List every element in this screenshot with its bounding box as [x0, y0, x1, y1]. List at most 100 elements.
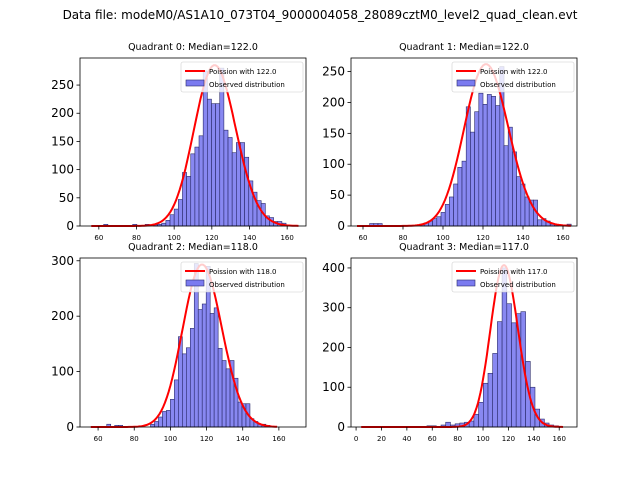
histogram-bar	[197, 309, 203, 428]
legend-label-poisson: Poission with 117.0	[480, 268, 548, 276]
x-tick-label: 140	[236, 435, 249, 443]
histogram-bar	[194, 146, 200, 227]
legend-patch-icon	[185, 79, 205, 87]
y-tick-label: 100	[51, 163, 74, 177]
histogram-bar	[170, 398, 175, 428]
x-tick-label: 100	[167, 234, 180, 242]
y-tick-label: 0	[337, 420, 345, 434]
histogram-bar	[478, 402, 484, 428]
histogram-bar	[453, 183, 459, 227]
histogram-bar	[537, 219, 543, 227]
legend: Poission with 122.0 Observed distribution	[180, 61, 304, 93]
histogram-bar	[524, 196, 530, 227]
histogram-bars	[103, 67, 287, 227]
legend: Poission with 117.0 Observed distribution	[451, 261, 575, 293]
x-tick-label: 60	[94, 234, 103, 242]
x-tick-label: 160	[556, 234, 569, 242]
x-tick-label: 120	[476, 234, 489, 242]
subplot-title: Quadrant 1: Median=122.0	[399, 42, 529, 53]
histogram-bar	[516, 176, 522, 227]
legend-label-poisson: Poission with 118.0	[209, 268, 277, 276]
histogram-bar	[165, 220, 171, 227]
axes-frame	[350, 257, 578, 428]
x-tick-label: 60	[428, 435, 437, 443]
x-tick-label: 140	[243, 234, 256, 242]
x-tick-label: 100	[164, 435, 177, 443]
legend-label-poisson: Poission with 122.0	[209, 68, 277, 76]
histogram-bar	[461, 160, 467, 227]
histogram-bar	[221, 360, 227, 428]
histogram-bar	[486, 94, 492, 227]
histogram-bar	[202, 70, 208, 227]
x-tick-label: 140	[527, 435, 540, 443]
histogram-bar	[237, 401, 243, 428]
histogram-bar	[178, 199, 183, 227]
histogram-bar	[198, 135, 204, 227]
legend-label-observed: Observed distribution	[209, 81, 285, 89]
histogram-bar	[482, 104, 488, 227]
histogram-bar	[473, 413, 479, 428]
legend-box	[451, 261, 575, 293]
y-tick-label: 200	[322, 95, 345, 109]
legend-box	[180, 61, 304, 93]
histogram-bar	[173, 208, 179, 227]
histogram-bar	[503, 145, 509, 227]
histogram-bar	[225, 368, 231, 428]
x-tick-label: 140	[516, 234, 529, 242]
y-tick-label: 50	[330, 188, 345, 202]
histogram-bar	[440, 212, 446, 227]
legend-label-observed: Observed distribution	[480, 281, 556, 289]
y-tick-label: 200	[322, 340, 345, 354]
y-tick-label: 200	[51, 309, 74, 323]
x-tick-label: 20	[377, 435, 386, 443]
histogram-bar	[166, 410, 171, 428]
axes-frame	[79, 57, 307, 227]
histogram-bar	[465, 106, 471, 227]
x-tick-label: 100	[476, 435, 489, 443]
histogram-bar	[174, 379, 179, 428]
y-tick-label: 300	[322, 301, 345, 315]
legend-label-observed: Observed distribution	[209, 281, 285, 289]
histogram-bar	[449, 196, 454, 227]
x-tick-label: 160	[272, 435, 285, 443]
y-tick-label: 250	[51, 78, 74, 92]
x-tick-label: 80	[130, 435, 139, 443]
legend-box	[451, 61, 575, 93]
histogram-bar	[495, 105, 501, 227]
histogram-bar	[436, 216, 442, 227]
histogram-bar	[474, 111, 480, 227]
histogram-bar	[217, 348, 223, 428]
histogram-bar	[487, 373, 493, 428]
histogram-bar	[207, 98, 212, 227]
subplot-title: Quadrant 0: Median=122.0	[128, 42, 258, 53]
x-tick-label: 160	[553, 435, 566, 443]
histogram-bar	[457, 167, 463, 227]
axes-frame	[79, 257, 307, 428]
x-tick-label: 160	[280, 234, 293, 242]
subplot-title: Quadrant 2: Median=118.0	[128, 242, 258, 253]
y-tick-label: 300	[51, 254, 74, 268]
subplot-quadrant-0: Quadrant 0: Median=122.0 0 50 100 150 200 250 6…	[51, 42, 307, 242]
histogram-bar	[211, 103, 216, 227]
x-tick-label: 60	[359, 234, 368, 242]
histogram-bar	[497, 321, 503, 428]
histogram-bars	[106, 263, 271, 428]
y-tick-label: 50	[59, 191, 74, 205]
y-tick-label: 0	[66, 219, 74, 233]
histogram-bar	[231, 152, 237, 227]
legend-label-poisson: Poission with 122.0	[480, 68, 548, 76]
histogram-bar	[223, 129, 229, 227]
histogram-bar	[189, 328, 195, 428]
x-tick-label: 0	[354, 435, 358, 443]
legend: Poission with 122.0 Observed distribution	[451, 61, 575, 93]
legend-box	[180, 261, 304, 293]
x-tick-label: 80	[399, 234, 408, 242]
y-tick-label: 0	[337, 219, 345, 233]
legend: Poission with 118.0 Observed distribution	[180, 261, 304, 293]
histogram-bar	[150, 423, 155, 428]
histogram-bar	[201, 303, 207, 428]
histogram-bar	[506, 303, 512, 428]
histogram-bar	[213, 307, 219, 428]
y-tick-label: 200	[51, 106, 74, 120]
